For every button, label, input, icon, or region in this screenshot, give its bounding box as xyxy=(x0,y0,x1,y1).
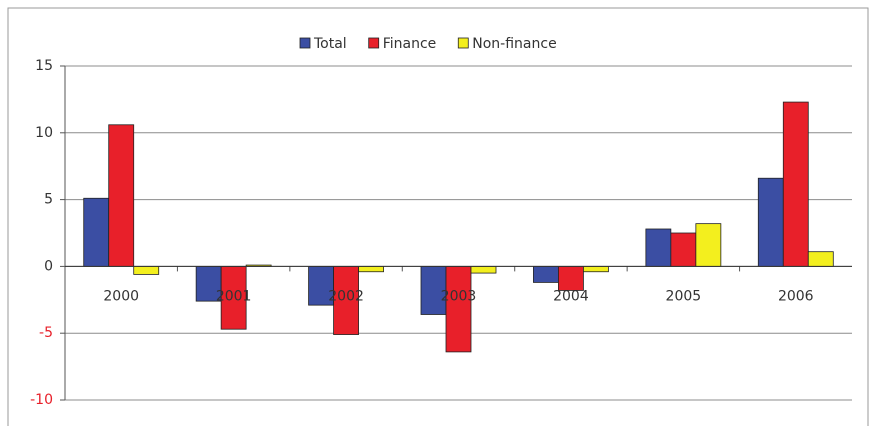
bar xyxy=(220,265,247,330)
x-tick-label: 2005 xyxy=(666,288,702,304)
bar xyxy=(533,265,559,283)
y-tick-label: 0 xyxy=(44,258,53,274)
bar xyxy=(807,251,834,267)
chart-frame xyxy=(7,7,869,426)
y-tick-label: 5 xyxy=(44,192,53,208)
bar xyxy=(670,232,697,267)
bar xyxy=(583,265,609,273)
y-tick-label: -5 xyxy=(39,325,53,341)
bar xyxy=(645,228,672,267)
bar xyxy=(108,124,135,267)
x-tick-label: 2003 xyxy=(441,288,477,304)
legend-label: Non-finance xyxy=(472,36,556,52)
x-tick-label: 2001 xyxy=(216,288,252,304)
bar xyxy=(83,197,110,267)
bar xyxy=(558,265,584,291)
legend-label: Finance xyxy=(383,36,437,52)
bar xyxy=(695,223,722,267)
y-tick-label: 15 xyxy=(35,58,53,74)
y-tick-label: -10 xyxy=(30,392,53,408)
legend-swatch xyxy=(368,37,380,49)
x-tick-label: 2004 xyxy=(553,288,589,304)
legend-swatch xyxy=(457,37,469,49)
bar xyxy=(358,265,384,273)
bar xyxy=(757,177,784,267)
x-tick-label: 2000 xyxy=(103,288,139,304)
legend-label: Total xyxy=(313,36,347,52)
bar xyxy=(782,101,809,267)
x-tick-label: 2002 xyxy=(328,288,364,304)
bar xyxy=(445,265,472,353)
legend-swatch xyxy=(299,37,311,49)
bar xyxy=(133,265,160,275)
y-tick-label: 10 xyxy=(35,125,53,141)
x-tick-label: 2006 xyxy=(778,288,814,304)
bar xyxy=(470,265,497,274)
